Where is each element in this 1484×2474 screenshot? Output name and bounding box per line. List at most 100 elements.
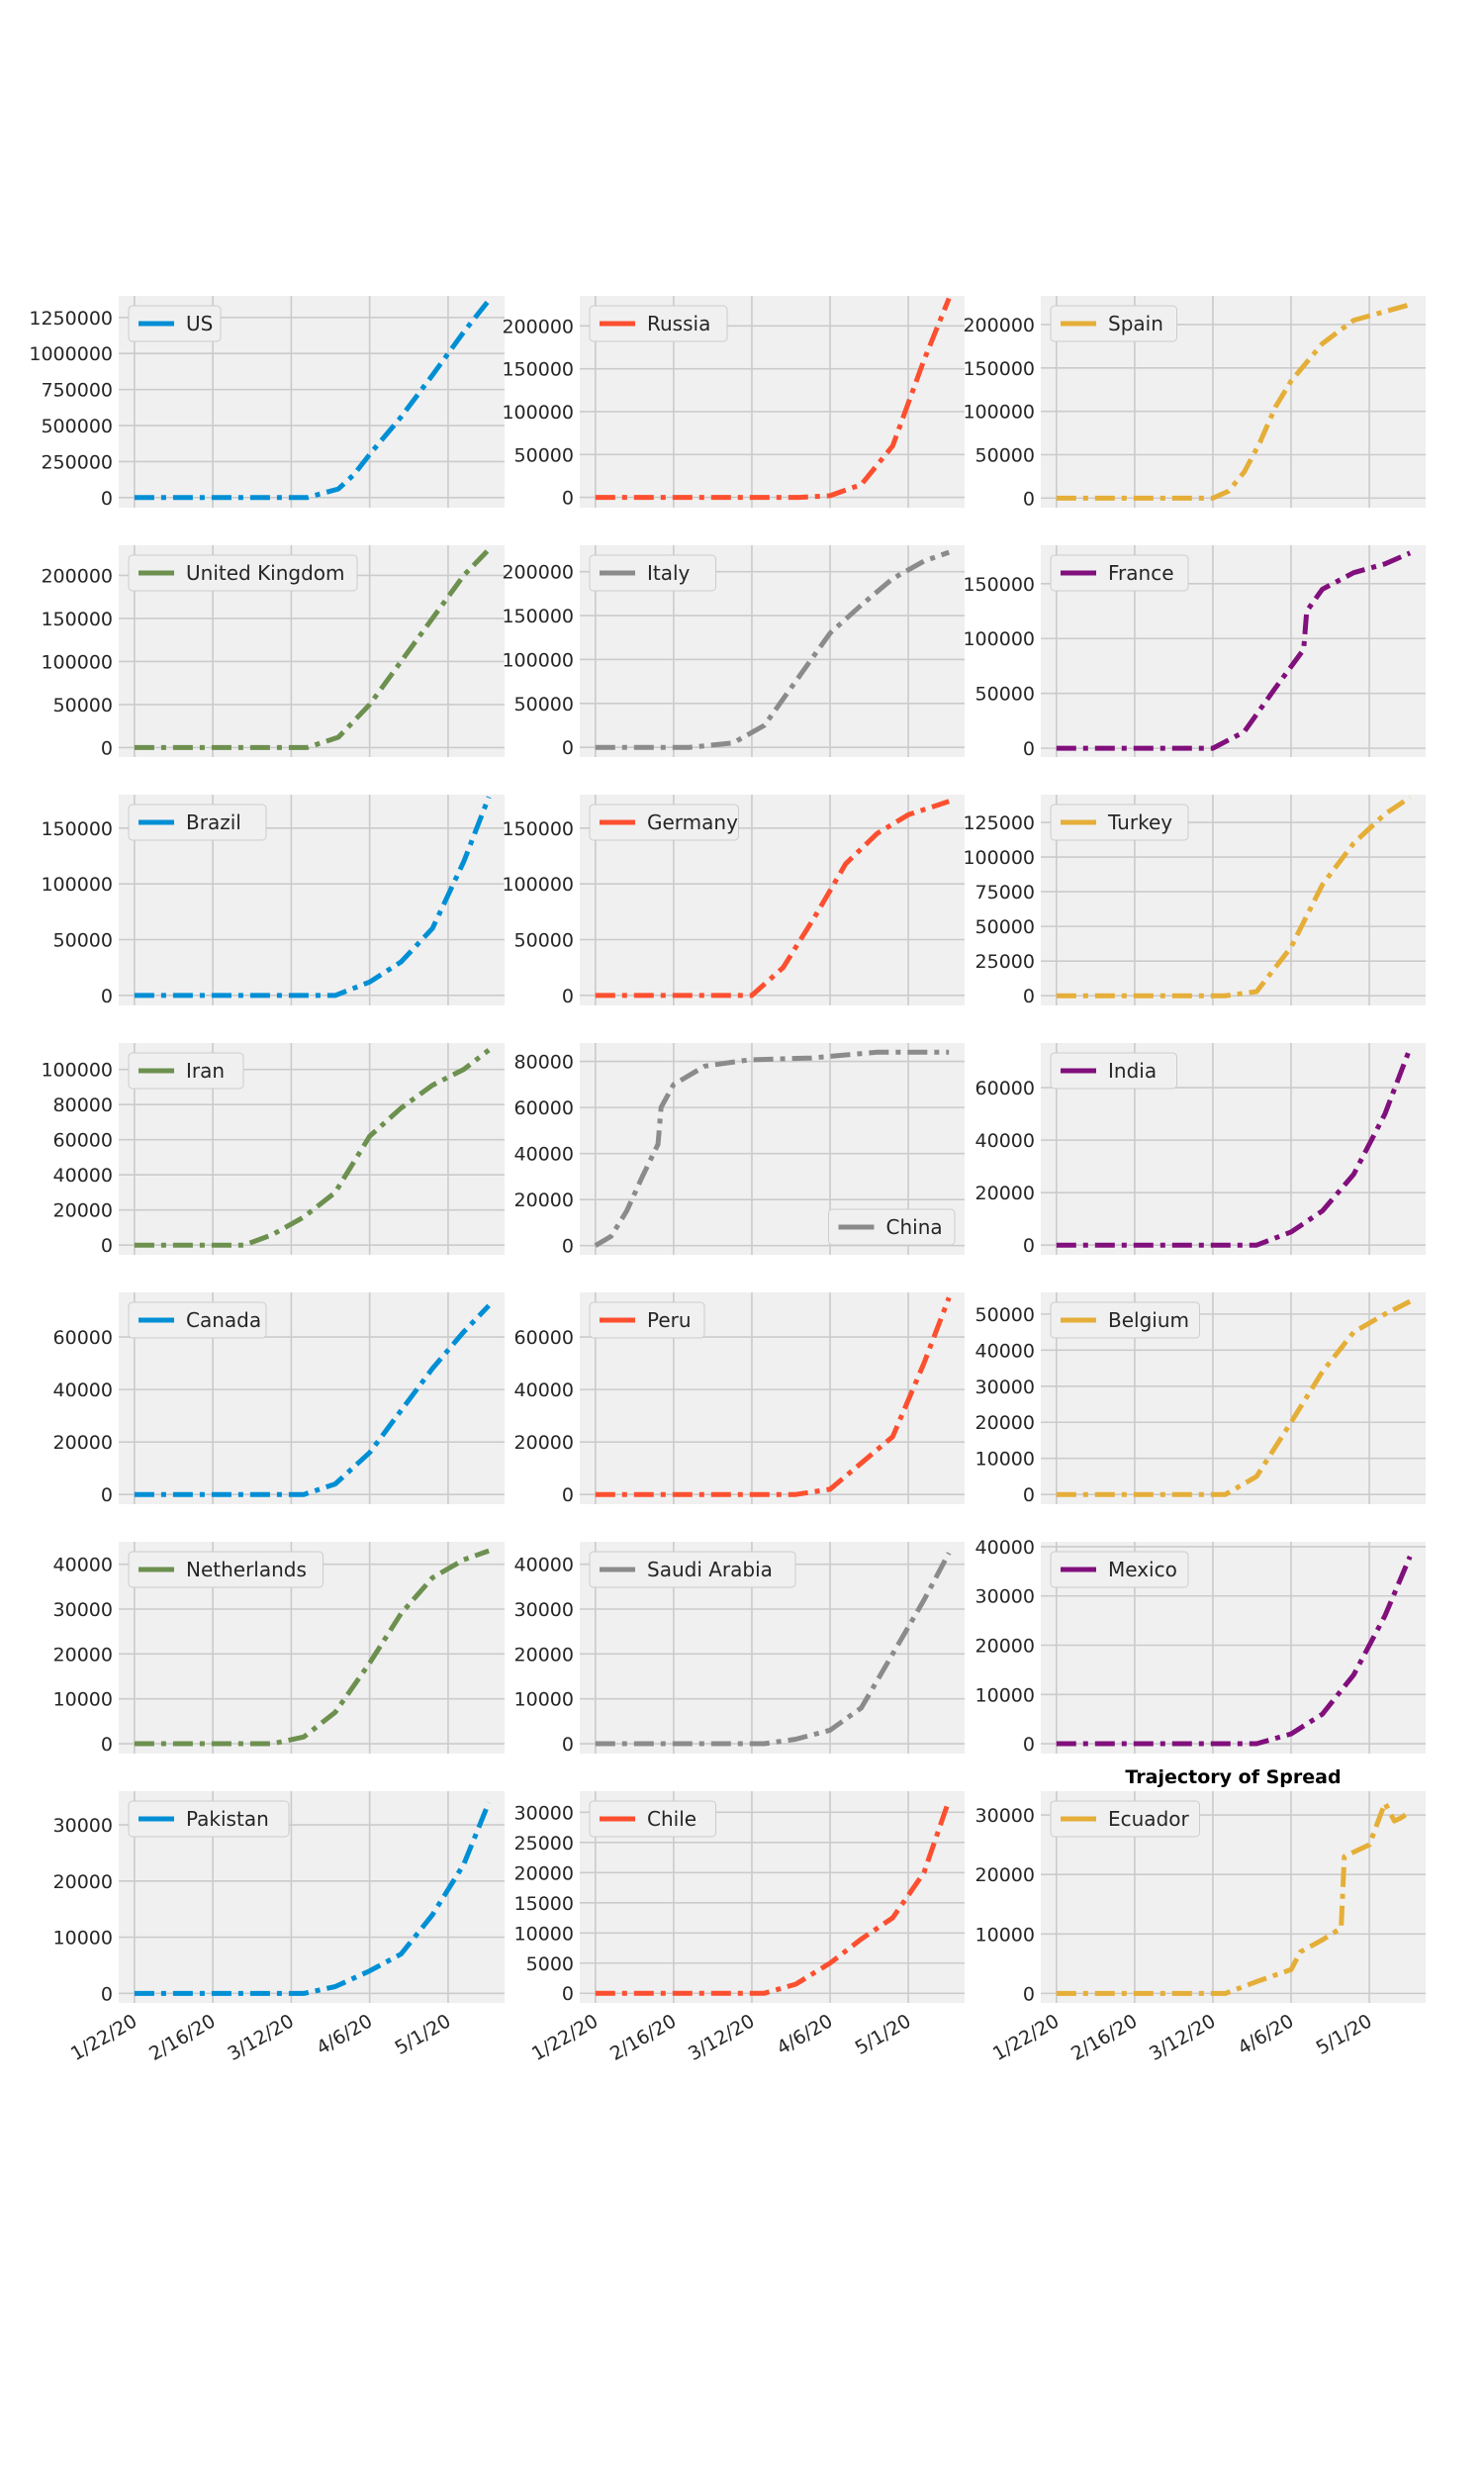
y-tick-label: 0 — [1023, 1983, 1035, 2005]
y-tick-label: 100000 — [41, 651, 113, 673]
y-tick-label: 40000 — [53, 1380, 113, 1401]
y-tick-label: 10000 — [514, 1689, 574, 1711]
y-tick-label: 50000 — [975, 684, 1035, 706]
subplot-title: Trajectory of Spread — [1125, 1766, 1341, 1788]
y-tick-label: 40000 — [53, 1555, 113, 1576]
series-line — [595, 297, 952, 501]
y-tick-label: 80000 — [514, 1052, 574, 1074]
y-tick-label: 100000 — [502, 402, 574, 424]
y-tick-label: 50000 — [975, 916, 1035, 938]
y-tick-label: 0 — [1023, 488, 1035, 510]
legend-label: Pakistan — [186, 1807, 269, 1831]
y-tick-label: 0 — [101, 986, 113, 1007]
y-tick-label: 0 — [101, 1983, 113, 2005]
subplot-italy: 0 50000 100000 150000 200000 Italy — [502, 545, 965, 759]
legend-label: Canada — [186, 1308, 261, 1332]
y-tick-label: 15000 — [514, 1893, 574, 1915]
y-tick-label: 150000 — [502, 359, 574, 381]
subplot-us: 0 250000 500000 750000 1000000 1250000 US — [29, 296, 505, 510]
y-tick-label: 25000 — [514, 1833, 574, 1855]
y-tick-label: 0 — [562, 986, 574, 1007]
legend — [589, 1301, 705, 1339]
y-tick-label: 10000 — [53, 1689, 113, 1711]
legend — [128, 804, 267, 841]
y-tick-label: 150000 — [963, 574, 1035, 596]
legend-label: US — [186, 312, 213, 335]
y-tick-label: 10000 — [975, 1684, 1035, 1706]
y-tick-label: 250000 — [41, 451, 113, 473]
legend-label: Belgium — [1108, 1308, 1189, 1332]
y-tick-label: 10000 — [514, 1923, 574, 1945]
legend — [1050, 804, 1189, 841]
y-tick-label: 40000 — [975, 1130, 1035, 1152]
y-tick-label: 20000 — [975, 1636, 1035, 1658]
y-tick-label: 10000 — [975, 1449, 1035, 1471]
legend — [128, 1551, 324, 1588]
subplot-canada: 0 20000 40000 60000 Canada — [53, 1292, 505, 1506]
legend — [128, 554, 358, 592]
y-tick-label: 20000 — [514, 1862, 574, 1884]
y-tick-label: 100000 — [963, 402, 1035, 424]
subplot-mexico: 0 10000 20000 30000 40000 Mexico — [975, 1537, 1426, 1756]
y-tick-label: 0 — [1023, 1734, 1035, 1756]
legend — [128, 305, 222, 342]
subplot-saudi-arabia: 0 10000 20000 30000 40000 Saudi Arabia — [514, 1542, 965, 1756]
legend-label: Netherlands — [186, 1558, 307, 1581]
y-tick-label: 50000 — [514, 930, 574, 952]
series-line — [1056, 550, 1412, 751]
y-tick-label: 50000 — [514, 694, 574, 715]
series-line — [1056, 302, 1411, 501]
series-line — [595, 549, 951, 750]
y-tick-label: 60000 — [975, 1078, 1035, 1099]
y-tick-label: 1000000 — [29, 343, 113, 365]
legend — [128, 1301, 267, 1339]
y-tick-label: 75000 — [975, 882, 1035, 904]
legend — [1050, 1551, 1189, 1588]
y-tick-label: 50000 — [514, 444, 574, 466]
y-tick-label: 750000 — [41, 380, 113, 402]
legend-label: Peru — [647, 1308, 692, 1332]
y-tick-label: 30000 — [975, 1805, 1035, 1827]
legend — [589, 1551, 796, 1588]
series-line — [595, 1296, 952, 1497]
y-tick-label: 0 — [101, 1484, 113, 1506]
subplot-china: 0 20000 40000 60000 80000 China — [514, 1043, 965, 1258]
y-tick-label: 20000 — [975, 1864, 1035, 1886]
y-tick-label: 60000 — [53, 1327, 113, 1349]
y-tick-label: 0 — [101, 488, 113, 510]
y-tick-label: 30000 — [975, 1377, 1035, 1398]
subplot-iran: 0 20000 40000 60000 80000 100000 Iran — [41, 1043, 505, 1257]
subplot-russia: 0 50000 100000 150000 200000 Russia — [502, 296, 965, 510]
y-tick-label: 20000 — [53, 1871, 113, 1893]
y-tick-label: 20000 — [514, 1644, 574, 1665]
y-tick-label: 30000 — [975, 1586, 1035, 1608]
y-tick-label: 150000 — [502, 606, 574, 627]
y-tick-label: 0 — [562, 737, 574, 759]
y-tick-label: 0 — [1023, 986, 1035, 1007]
series-line — [1056, 1298, 1412, 1497]
series-line — [134, 298, 492, 501]
subplot-spain: 0 50000 100000 150000 200000 Spain — [963, 296, 1426, 510]
y-tick-label: 200000 — [502, 562, 574, 584]
y-tick-label: 20000 — [53, 1432, 113, 1454]
series-line — [1056, 1555, 1413, 1747]
y-tick-label: 100000 — [963, 628, 1035, 650]
y-tick-label: 125000 — [963, 812, 1035, 834]
y-tick-label: 80000 — [53, 1094, 113, 1116]
y-tick-label: 0 — [101, 1734, 113, 1756]
legend — [589, 305, 728, 342]
y-tick-label: 100000 — [502, 649, 574, 671]
legend-label: Russia — [647, 312, 710, 335]
y-tick-label: 100000 — [963, 847, 1035, 869]
legend-label: Germany — [647, 810, 738, 834]
series-line — [134, 1048, 491, 1248]
y-tick-label: 20000 — [53, 1200, 113, 1222]
legend-label: India — [1108, 1059, 1157, 1083]
y-tick-label: 40000 — [975, 1340, 1035, 1362]
series-line — [595, 1552, 952, 1747]
legend-label: Iran — [186, 1059, 225, 1083]
y-tick-label: 0 — [1023, 738, 1035, 760]
subplot-ecuador: 0 10000 20000 30000 Ecuador Trajectory of Spr… — [975, 1766, 1426, 2065]
subplot-netherlands: 0 10000 20000 30000 40000 Netherlands — [53, 1542, 505, 1756]
